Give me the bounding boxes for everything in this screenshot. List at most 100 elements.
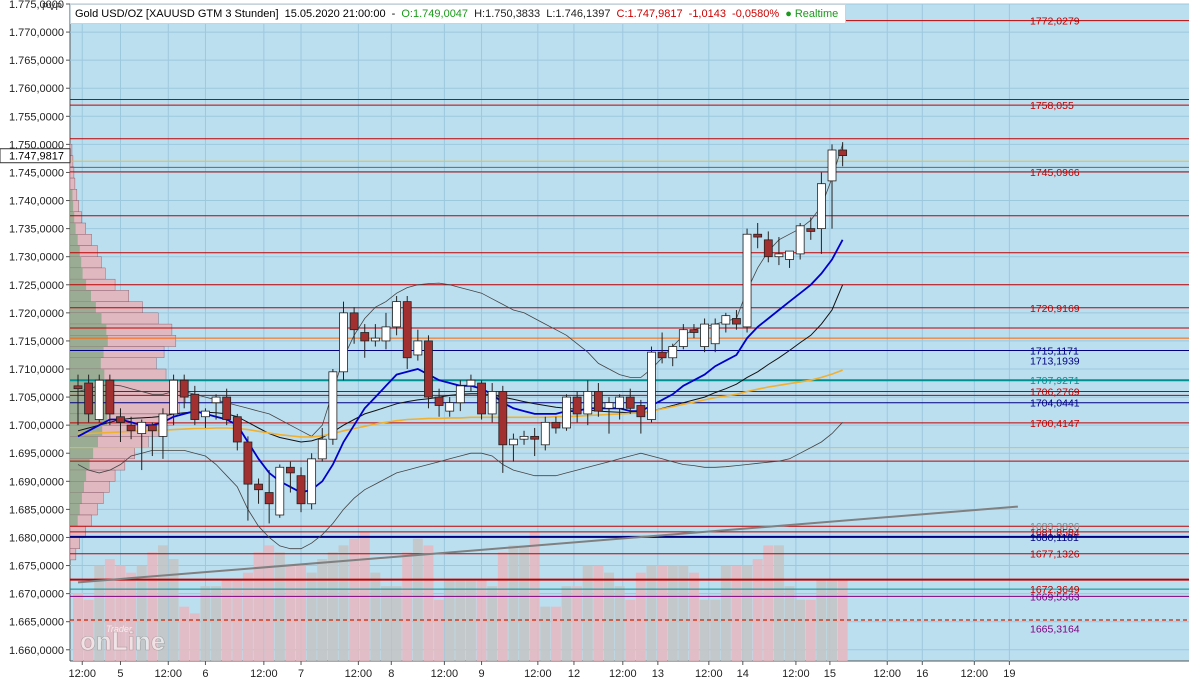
volume-bar	[625, 599, 636, 661]
candle	[285, 461, 295, 493]
volume-profile-value-area	[70, 200, 74, 212]
current-price-label: 1.747,9817	[9, 151, 64, 163]
candle-body	[285, 466, 295, 474]
candle-body	[625, 396, 635, 409]
y-axis-panel	[0, 0, 70, 693]
candle	[275, 464, 285, 518]
candle-body	[392, 301, 402, 328]
candle	[381, 312, 391, 350]
candle-body	[466, 379, 476, 387]
x-tick-label: 12:00	[609, 668, 637, 680]
y-tick-label: 1.775,0000	[9, 0, 64, 11]
level-label: 1713,1939	[1030, 356, 1080, 368]
candle-body	[445, 402, 455, 412]
x-tick-label: 12:00	[250, 668, 278, 680]
level-label: 1677,1326	[1030, 549, 1080, 561]
candle	[668, 343, 678, 367]
volume-bar	[614, 586, 625, 661]
level-label: 1745,0966	[1030, 167, 1080, 179]
candle	[498, 385, 508, 473]
candle-body	[317, 438, 327, 460]
candle	[806, 217, 816, 240]
candle	[370, 324, 380, 347]
candle	[615, 394, 625, 420]
candle-body	[509, 438, 518, 446]
candle-body	[732, 318, 741, 325]
volume-profile-value-area	[70, 458, 90, 471]
volume-bar	[285, 565, 296, 661]
candle-body	[381, 326, 391, 342]
y-tick-label: 1.735,0000	[9, 224, 64, 236]
candle-body	[222, 396, 232, 420]
y-tick-label: 1.675,0000	[9, 561, 64, 573]
volume-bar	[349, 538, 360, 661]
level-label: 1683,3826	[1030, 521, 1080, 533]
candle	[455, 380, 465, 412]
volume-bar	[338, 545, 349, 661]
volume-bar	[200, 586, 211, 661]
candle	[795, 223, 805, 260]
y-tick-label: 1.770,0000	[9, 27, 64, 39]
candle-body	[264, 492, 274, 505]
volume-bar	[827, 579, 838, 661]
volume-profile-value-area	[70, 267, 83, 280]
candle	[721, 312, 731, 333]
level-label: 1720,9169	[1030, 303, 1080, 315]
trendline	[77, 505, 1018, 584]
candle	[201, 408, 210, 428]
volume-profile-bar	[69, 177, 76, 190]
level-label: 1704,0441	[1030, 398, 1080, 410]
y-tick-label: 1.680,0000	[9, 532, 64, 544]
y-tick-label: 1.665,0000	[9, 617, 64, 629]
x-tick-label: 9	[478, 668, 484, 680]
y-tick-label: 1.730,0000	[9, 252, 64, 264]
volume-bar	[667, 565, 678, 661]
candle	[147, 422, 157, 457]
x-tick-label: 13	[652, 668, 664, 680]
candle	[94, 374, 104, 423]
level-label: 1700,4147	[1030, 418, 1080, 430]
candle-body	[137, 421, 147, 434]
candle-body	[73, 385, 83, 390]
candle	[657, 332, 667, 364]
candle-body	[201, 410, 210, 418]
candle	[838, 142, 848, 167]
volume-profile-value-area	[70, 324, 107, 336]
bollinger-lower-line	[77, 422, 843, 550]
volume-bar	[635, 572, 646, 661]
y-tick-label: 1.760,0000	[9, 83, 64, 95]
candle-body	[827, 149, 837, 182]
candle	[84, 374, 94, 423]
candle	[763, 231, 773, 263]
candle-body	[328, 371, 338, 440]
candle	[445, 397, 455, 417]
candle-body	[562, 396, 571, 429]
candle	[647, 346, 656, 423]
candle	[530, 427, 540, 457]
volume-profile-value-area	[70, 369, 105, 381]
candle-body	[678, 329, 688, 347]
volume-bar	[476, 579, 487, 661]
candle-body	[116, 416, 125, 423]
volume-bar	[189, 613, 200, 661]
volume-profile-value-area	[70, 312, 102, 325]
candle	[296, 467, 306, 513]
current-price-box	[0, 148, 71, 164]
x-tick-label: 12:00	[431, 668, 459, 680]
volume-bar	[720, 565, 731, 661]
candle-body	[753, 233, 763, 238]
volume-bar	[710, 599, 721, 661]
volume-bar	[795, 599, 806, 661]
candle-body	[710, 323, 720, 345]
candle-body	[795, 225, 805, 255]
watermark-trader: Trader	[106, 624, 133, 634]
x-tick-label: 12:00	[961, 668, 989, 680]
candle	[774, 237, 784, 266]
candle-body	[636, 405, 646, 418]
candle	[710, 318, 720, 353]
y-tick-label: 1.715,0000	[9, 336, 64, 348]
volume-bar	[179, 606, 190, 661]
x-tick-label: 5	[117, 668, 123, 680]
